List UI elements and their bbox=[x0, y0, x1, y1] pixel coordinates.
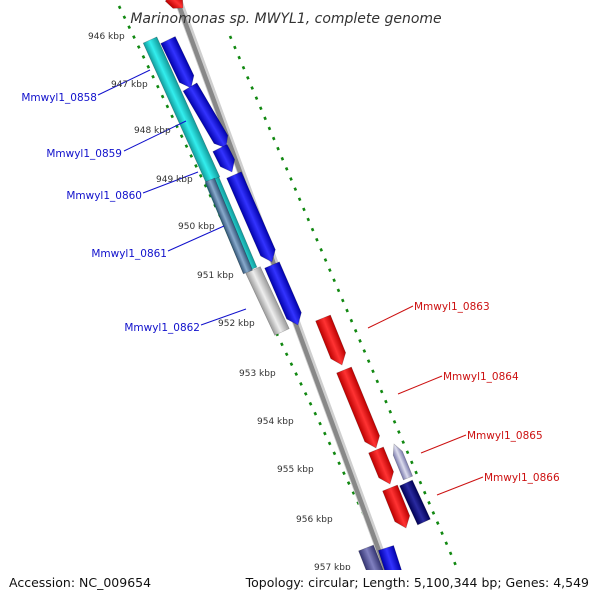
kbp-tick-label: 950 kbp bbox=[178, 222, 215, 232]
forward-cds-4[interactable] bbox=[226, 171, 280, 265]
gene-labels: Mmwyl1_0858 Mmwyl1_0859 Mmwyl1_0860 Mmwyl1_… bbox=[21, 92, 560, 484]
gene-label-mmwyl1_0859[interactable]: Mmwyl1_0859 bbox=[46, 148, 122, 160]
kbp-tick-label: 951 kbp bbox=[197, 271, 234, 281]
reverse-cds-0863-shape[interactable] bbox=[315, 314, 350, 368]
gene-label-mmwyl1_0861[interactable]: Mmwyl1_0861 bbox=[91, 248, 167, 260]
kbp-tick-label: 957 kbp bbox=[314, 563, 351, 573]
reverse-cds-top-shape[interactable] bbox=[164, 0, 187, 13]
gene-label-mmwyl1_0864[interactable]: Mmwyl1_0864 bbox=[443, 371, 519, 383]
genome-stats-text: Topology: circular; Length: 5,100,344 bp… bbox=[245, 575, 589, 590]
kbp-tick-labels: 946 kbp 947 kbp 948 kbp 949 kbp 950 kbp 951 k… bbox=[88, 32, 351, 573]
leader-line-right bbox=[436, 476, 484, 496]
gene-label-mmwyl1_0860[interactable]: Mmwyl1_0860 bbox=[66, 190, 142, 202]
steel-track-segment[interactable] bbox=[204, 177, 254, 275]
kbp-tick-label: 952 kbp bbox=[218, 319, 255, 329]
forward-cds-2-shape[interactable] bbox=[182, 82, 233, 152]
leader-line-left bbox=[97, 69, 151, 96]
forward-cds-4-shape[interactable] bbox=[226, 171, 280, 265]
gray-track-segment-shape[interactable] bbox=[245, 266, 290, 336]
leader-line-left bbox=[167, 225, 225, 252]
reverse-cds-0866[interactable] bbox=[382, 484, 414, 531]
leader-line-right bbox=[420, 434, 467, 454]
map-title: Marinomonas sp. MWYL1, complete genome bbox=[130, 11, 441, 27]
footer-background bbox=[0, 570, 600, 600]
leader-line-left bbox=[142, 171, 199, 194]
kbp-tick-label: 946 kbp bbox=[88, 32, 125, 42]
gene-label-mmwyl1_0858[interactable]: Mmwyl1_0858 bbox=[21, 92, 97, 104]
reverse-cds-0864[interactable] bbox=[336, 366, 384, 451]
kbp-tick-label: 949 kbp bbox=[156, 175, 193, 185]
leader-line-left bbox=[200, 308, 247, 326]
reverse-cds-0866-shape[interactable] bbox=[382, 484, 414, 531]
reverse-cds-0865-shape[interactable] bbox=[368, 446, 398, 487]
gene-label-mmwyl1_0863[interactable]: Mmwyl1_0863 bbox=[414, 301, 490, 313]
kbp-tick-label: 948 kbp bbox=[134, 126, 171, 136]
navy-cds-0866-shape[interactable] bbox=[399, 479, 431, 526]
slate-cds-0865[interactable] bbox=[389, 442, 414, 481]
leader-line-right bbox=[367, 305, 414, 329]
gray-track-segment[interactable] bbox=[245, 266, 290, 336]
gene-label-mmwyl1_0866[interactable]: Mmwyl1_0866 bbox=[484, 472, 560, 484]
forward-cds-1-shape[interactable] bbox=[160, 36, 198, 92]
forward-cds-1[interactable] bbox=[160, 36, 198, 92]
reverse-cds-0863[interactable] bbox=[315, 314, 350, 368]
leader-line-left bbox=[123, 120, 187, 152]
cyan-track-segment-1[interactable] bbox=[142, 36, 221, 184]
kbp-tick-label: 956 kbp bbox=[296, 515, 333, 525]
label-leaders bbox=[97, 69, 484, 496]
forward-cds-5-shape[interactable] bbox=[264, 261, 306, 328]
forward-cds-5[interactable] bbox=[264, 261, 306, 328]
kbp-tick-label: 953 kbp bbox=[239, 369, 276, 379]
kbp-tick-label: 947 kbp bbox=[111, 80, 148, 90]
forward-cds-3-shape[interactable] bbox=[212, 144, 239, 175]
kbp-tick-label: 955 kbp bbox=[277, 465, 314, 475]
leader-line-right bbox=[397, 375, 443, 395]
features-layer bbox=[142, 0, 431, 600]
reverse-cds-0864-shape[interactable] bbox=[336, 366, 384, 451]
reverse-cds-0865[interactable] bbox=[368, 446, 398, 487]
gene-label-mmwyl1_0865[interactable]: Mmwyl1_0865 bbox=[467, 430, 543, 442]
cyan-track-segment-1-shape[interactable] bbox=[142, 36, 221, 184]
slate-cds-0865-shape[interactable] bbox=[389, 442, 414, 481]
reverse-cds-top[interactable] bbox=[164, 0, 187, 13]
gene-label-mmwyl1_0862[interactable]: Mmwyl1_0862 bbox=[124, 322, 200, 334]
steel-track-segment-shape[interactable] bbox=[204, 177, 254, 275]
forward-cds-2[interactable] bbox=[182, 82, 233, 152]
navy-cds-0866[interactable] bbox=[399, 479, 431, 526]
accession-text: Accession: NC_009654 bbox=[9, 575, 151, 590]
forward-cds-3[interactable] bbox=[212, 144, 239, 175]
kbp-tick-label: 954 kbp bbox=[257, 417, 294, 427]
